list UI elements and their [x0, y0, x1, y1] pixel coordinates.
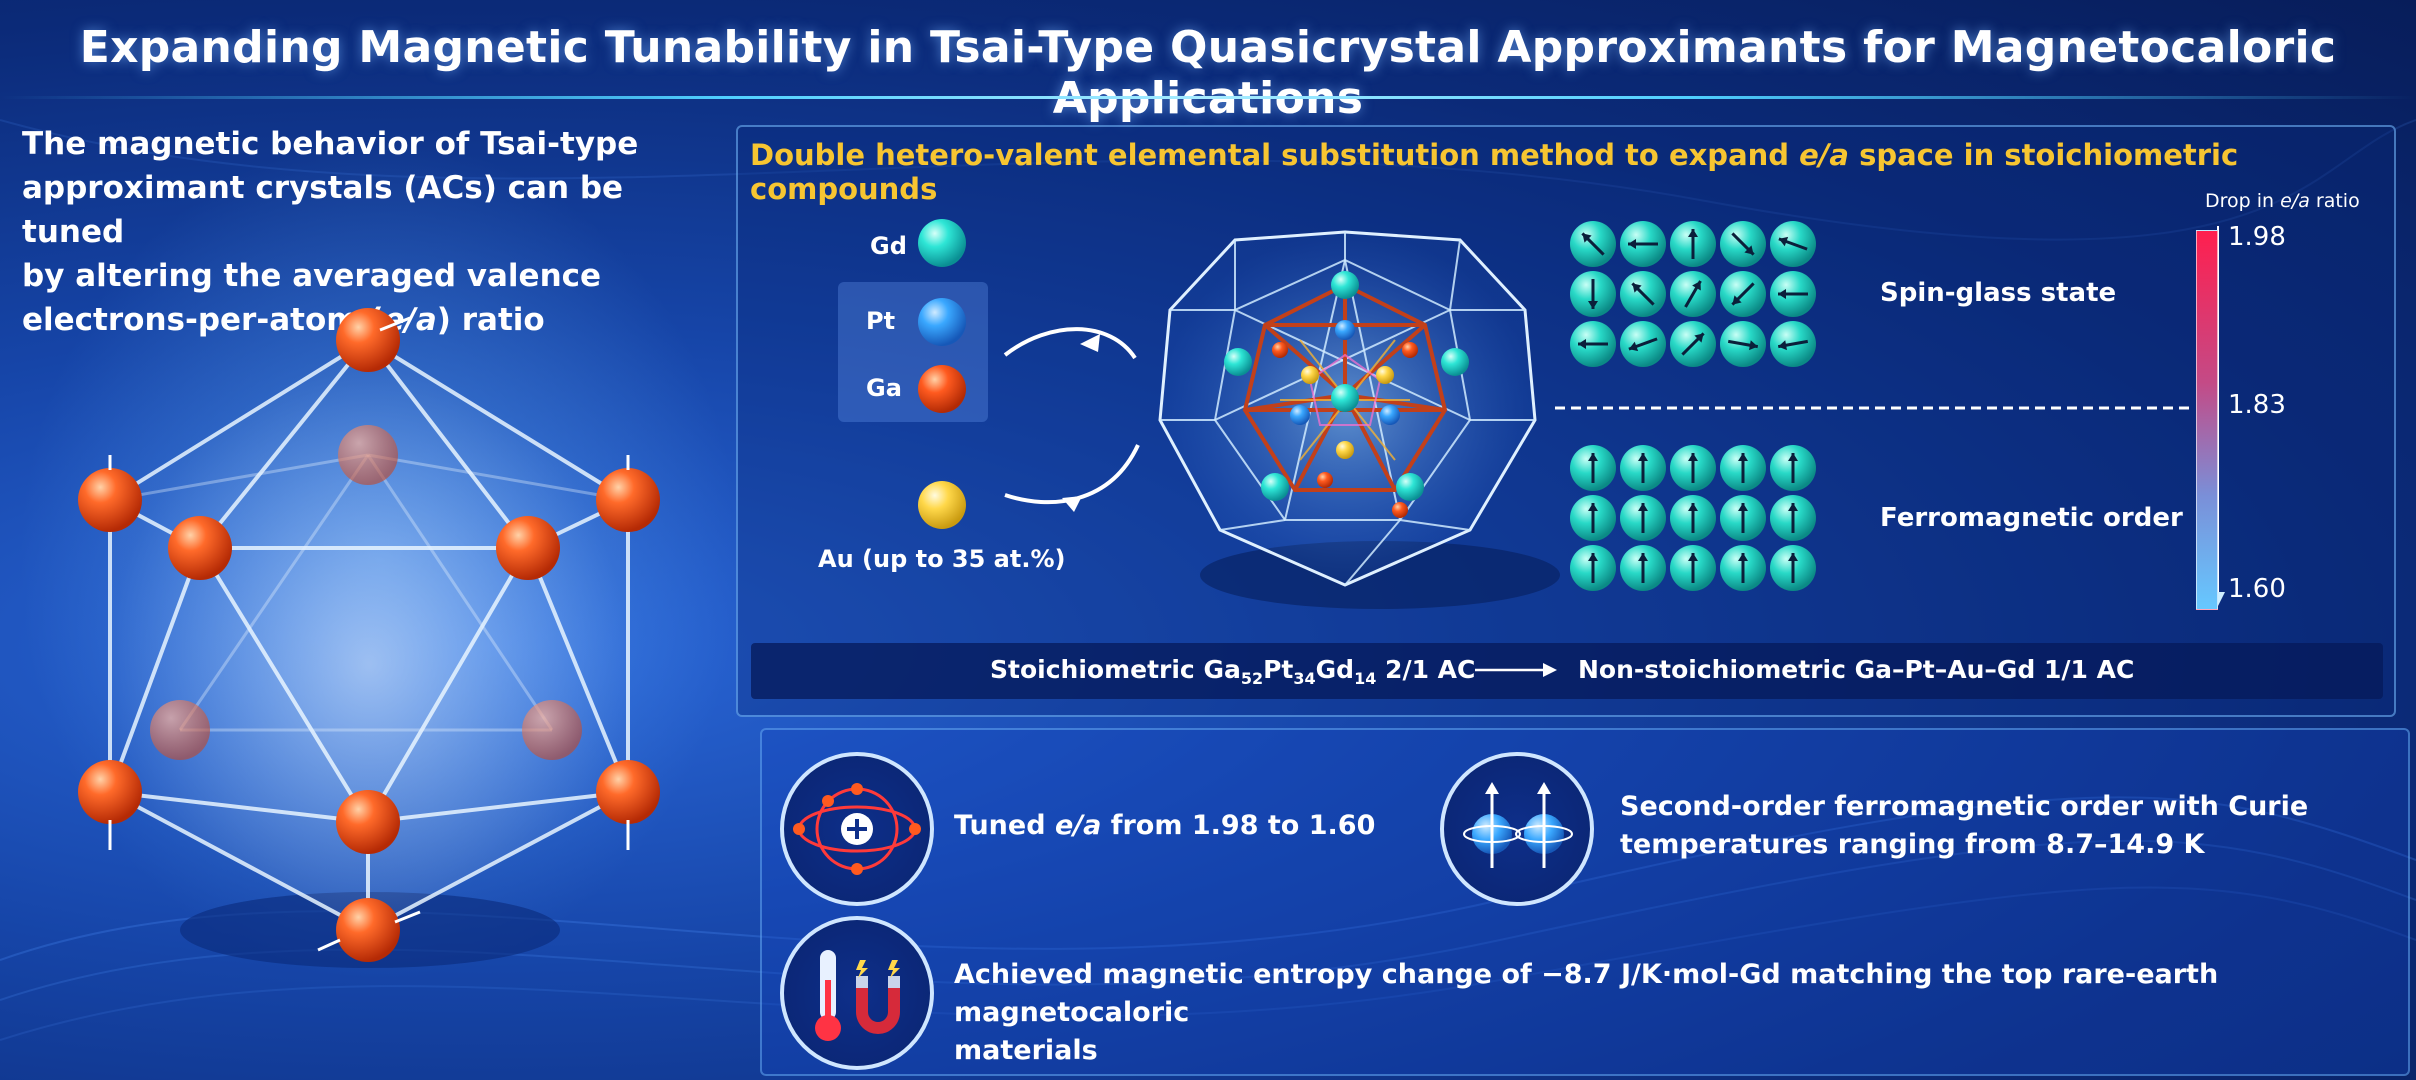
spin-arrow-head	[1582, 233, 1592, 243]
spin-arrow-head	[1588, 503, 1598, 511]
substitution-arrow-bottom	[1004, 444, 1140, 505]
intro-text: The magnetic behavior of Tsai-type appro…	[22, 122, 662, 342]
au-atom-icon	[918, 481, 966, 529]
feature-tuned-ea: Tuned e/a from 1.98 to 1.60	[954, 807, 1375, 845]
atom-icon-circle	[780, 752, 934, 906]
spin-arrow-head	[1788, 553, 1798, 561]
formula-gd: Gd	[1315, 655, 1355, 684]
substitution-panel-title: Double hetero-valent elemental substitut…	[750, 138, 2390, 206]
atom-icon	[793, 783, 921, 875]
formula-sub-pt: 34	[1293, 669, 1316, 688]
spin-arrow-head	[1744, 245, 1754, 255]
non-stoichiometric-formula: Non-stoichiometric Ga–Pt–Au–Gd 1/1 AC	[1578, 655, 2135, 684]
legend-ga-label: Ga	[866, 374, 902, 402]
colorbar-tick-mid: 1.83	[2228, 390, 2286, 420]
spin-arrow-head	[1588, 301, 1598, 309]
feat3-line1: Achieved magnetic entropy change of −8.7…	[954, 959, 2219, 1028]
ferromagnetic-label: Ferromagnetic order	[1880, 503, 2183, 533]
colorbar-tick-bottom: 1.60	[2228, 574, 2286, 604]
spin-arrow-head	[1788, 453, 1798, 461]
pt-atom-icon	[918, 298, 966, 346]
spin-arrow-head	[1628, 239, 1636, 249]
feat2-line1: Second-order ferromagnetic order with Cu…	[1620, 791, 2309, 822]
substitution-panel	[736, 125, 2396, 717]
spin-icon-circle	[1440, 752, 1594, 906]
substitution-diagram	[918, 219, 2190, 609]
spin-arrow-head	[1688, 503, 1698, 511]
spin-glass-label: Spin-glass state	[1880, 278, 2117, 308]
spin-arrow-head	[1628, 341, 1639, 352]
spin-arrow-head	[1688, 553, 1698, 561]
substitution-arrow-top	[1003, 327, 1137, 360]
spin-arrow-head	[1688, 453, 1698, 461]
panel1-title-pre: Double hetero-valent elemental substitut…	[750, 138, 1800, 172]
ferromagnetic-grid	[1570, 445, 1816, 591]
intro-line-3: by altering the averaged valence	[22, 258, 602, 294]
spin-arrow-head	[1738, 453, 1748, 461]
feat1-pre: Tuned	[954, 810, 1055, 841]
stoichiometric-formula: Stoichiometric Ga52Pt34Gd14 2/1 AC	[990, 655, 1475, 688]
tsai-cluster-illustration	[1158, 230, 1560, 609]
spin-arrow-head	[1788, 503, 1798, 511]
spin-arrow-head	[1694, 333, 1704, 343]
spin-arrow-head	[1578, 339, 1586, 349]
formula-sub-gd: 14	[1354, 669, 1377, 688]
spin-arrow-head	[1638, 453, 1648, 461]
spin-arrow-head	[1778, 289, 1786, 299]
thermometer-magnet-icon	[815, 950, 900, 1041]
panel1-title-ea: e/a	[1799, 138, 1849, 172]
legend-pt-label: Pt	[866, 307, 896, 335]
feature-curie-temperature: Second-order ferromagnetic order with Cu…	[1620, 788, 2308, 864]
colorbar-tick-top: 1.98	[2228, 222, 2286, 252]
spin-arrow-head	[1638, 503, 1648, 511]
colorbar-title-post: ratio	[2309, 190, 2360, 212]
spin-arrow-head	[1638, 553, 1648, 561]
legend-au-label: Au (up to 35 at.%)	[818, 545, 1066, 573]
feat3-line2: materials	[954, 1035, 1098, 1066]
ga-atom-icon	[918, 365, 966, 413]
spin-arrow-head	[1778, 236, 1789, 247]
formula-ac-label: 2/1 AC	[1376, 655, 1476, 684]
formula-sub-ga: 52	[1240, 669, 1264, 688]
colorbar-title-ea: e/a	[2280, 190, 2310, 212]
thermometer-magnet-icon-circle	[780, 916, 934, 1070]
spin-glass-grid	[1570, 221, 1816, 367]
intro-line-2: approximant crystals (ACs) can be tuned	[22, 170, 624, 250]
results-panel	[760, 728, 2410, 1076]
feature-entropy-change: Achieved magnetic entropy change of −8.7…	[954, 956, 2416, 1070]
spin-arrow-head	[1588, 553, 1598, 561]
spin-arrow-head	[1632, 283, 1642, 293]
feat1-ea: e/a	[1054, 810, 1102, 841]
formula-ga: Stoichiometric Ga	[990, 655, 1241, 684]
transformation-arrow-icon	[1475, 663, 1557, 677]
intro-line-4-post: ) ratio	[436, 302, 545, 338]
icosahedron-illustration	[78, 308, 660, 968]
spin-arrow-head	[1732, 295, 1742, 305]
feat2-line2: temperatures ranging from 8.7–14.9 K	[1620, 829, 2205, 860]
page-title: Expanding Magnetic Tunability in Tsai-Ty…	[79, 22, 2337, 124]
intro-line-4: electrons-per-atom (e/a) ratio	[22, 298, 662, 342]
title-underline	[0, 96, 2416, 99]
spin-arrow-head	[1588, 453, 1598, 461]
spin-arrow-head	[1738, 503, 1748, 511]
colorbar-title-pre: Drop in	[2205, 190, 2281, 212]
gd-atom-icon	[918, 219, 966, 267]
spin-arrow-head	[1688, 229, 1698, 237]
feat1-post: from 1.98 to 1.60	[1101, 810, 1376, 841]
formula-pt: Pt	[1263, 655, 1294, 684]
intro-line-4-pre: electrons-per-atom (	[22, 302, 384, 338]
panel1-title-post: space in stoichiometric compounds	[750, 138, 2239, 206]
spin-arrow-head	[1738, 553, 1748, 561]
spin-arrow-head	[1692, 281, 1701, 291]
legend-gd-label: Gd	[870, 232, 907, 260]
spin-pair-icon	[1463, 782, 1573, 868]
spin-arrow-head	[1749, 340, 1758, 351]
transformation-bar	[751, 643, 2383, 699]
intro-line-1: The magnetic behavior of Tsai-type	[22, 126, 639, 162]
colorbar	[2196, 230, 2218, 610]
spin-arrow-head	[1778, 340, 1787, 351]
colorbar-title: Drop in e/a ratio	[2205, 190, 2360, 212]
